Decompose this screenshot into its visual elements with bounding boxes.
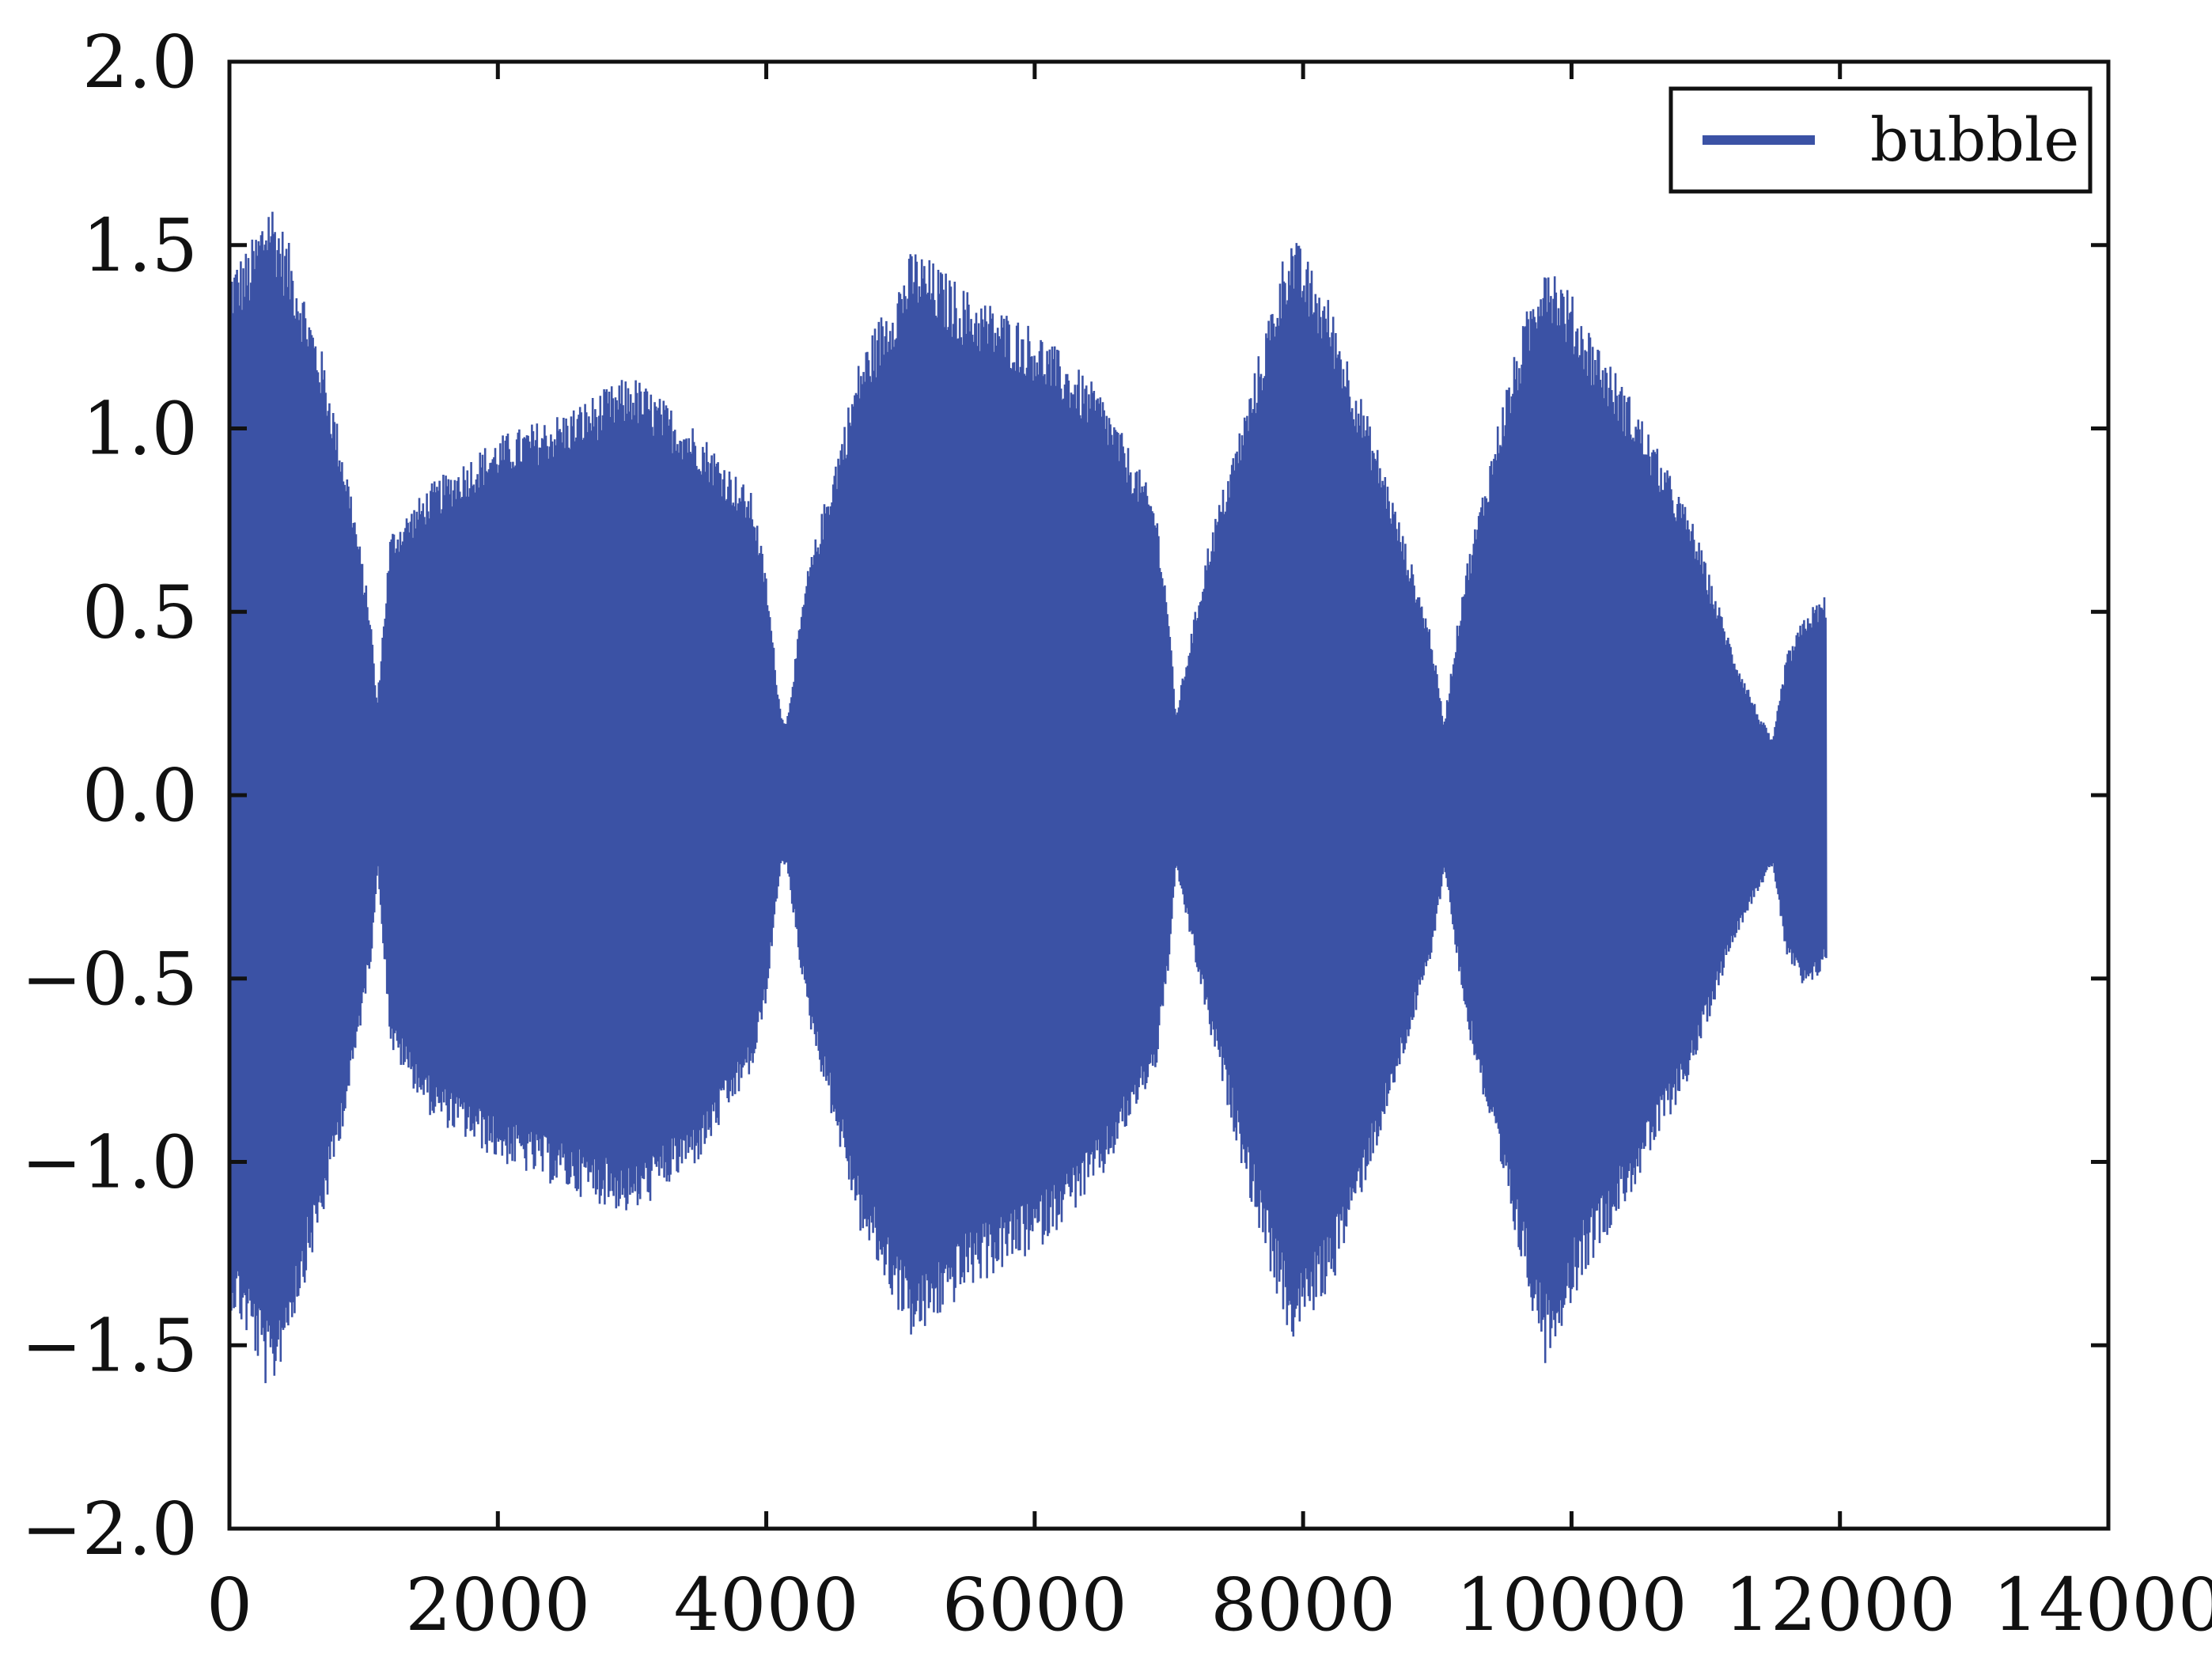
x-tick-label: 12000: [1724, 1563, 1956, 1647]
x-tick-label: 10000: [1456, 1563, 1687, 1647]
y-tick-label: −0.5: [21, 937, 198, 1021]
y-tick-label: −1.0: [21, 1120, 198, 1205]
x-tick-label: 6000: [942, 1563, 1127, 1647]
series-line-bubble: [228, 211, 1828, 1384]
x-tick-label: 2000: [405, 1563, 590, 1647]
legend-label-bubble: bubble: [1870, 104, 2079, 175]
legend: bubble: [1668, 86, 2093, 194]
y-tick-label: 0.5: [82, 570, 198, 654]
y-tick-label: −2.0: [21, 1487, 198, 1571]
y-axis: 2.0 1.5 1.0 0.5 0.0 −0.5 −1.0 −1.5 −2.0: [21, 20, 2108, 1571]
x-tick-label: 14000: [1993, 1563, 2212, 1647]
y-tick-label: 1.0: [82, 387, 198, 472]
y-tick-label: −1.5: [21, 1303, 198, 1388]
x-axis: 0 2000 4000 6000 8000 10000 12000 14000: [206, 62, 2212, 1647]
x-tick-label: 4000: [674, 1563, 859, 1647]
y-tick-label: 2.0: [82, 20, 198, 104]
x-tick-label: 8000: [1210, 1563, 1396, 1647]
y-tick-label: 1.5: [82, 203, 198, 288]
plot-area: [228, 211, 1828, 1384]
plot-frame: [227, 59, 2111, 1531]
y-tick-label: 0.0: [82, 753, 198, 838]
x-tick-label: 0: [206, 1563, 253, 1647]
